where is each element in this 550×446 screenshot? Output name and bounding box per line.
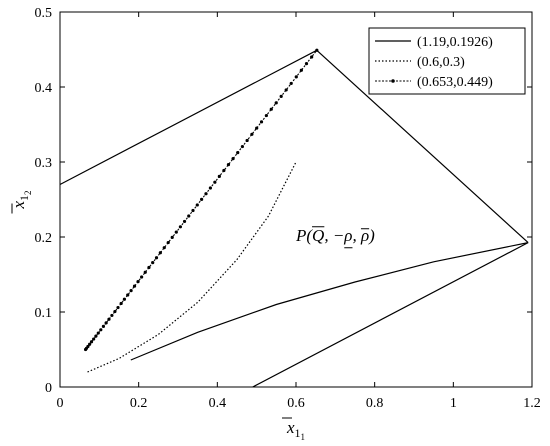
series-3-marker (195, 203, 199, 207)
series-3-marker (136, 279, 140, 284)
y-tick-label: 0.1 (35, 306, 53, 321)
series-3-marker (182, 219, 187, 224)
x-tick-label: 0 (57, 396, 64, 411)
series-3-marker (96, 331, 100, 335)
series-1-line (316, 49, 529, 244)
series-3-marker (264, 113, 268, 118)
series-3-marker (113, 309, 117, 314)
series-3-marker (204, 192, 208, 196)
axis-ticks: 0 0.2 0.4 0.6 0.8 1 1.2 0 0.1 0.2 0.3 0.4 0.5 (35, 6, 541, 411)
series-3-marker (119, 301, 123, 306)
series-3-marker (213, 180, 217, 184)
x-tick-label: 0.4 (209, 396, 227, 411)
y-tick-label: 0.5 (35, 6, 53, 21)
x-tick-label: 1.2 (523, 396, 541, 411)
series-3-marker (236, 151, 240, 155)
series-3-marker (304, 62, 309, 66)
series-3-marker (310, 55, 314, 59)
series-3-marker (89, 340, 94, 344)
series-3-marker (154, 256, 159, 260)
series-3-marker (222, 168, 226, 173)
y-tick-label: 0.3 (35, 156, 53, 171)
series-3-marker (132, 284, 137, 288)
series-3-marker (315, 48, 319, 52)
series-3-marker (289, 81, 293, 86)
series-3-marker (101, 324, 106, 328)
series-3-marker (217, 174, 221, 178)
series-3-marker (126, 293, 130, 297)
legend-entry: (0.653,0.449) (417, 75, 493, 90)
x-tick-label: 0.2 (130, 396, 148, 411)
series-3-marker (191, 208, 195, 213)
series-3-marker (200, 197, 204, 201)
x-tick-label: 0.8 (366, 396, 384, 411)
legend: (1.19,0.1926) (0.6,0.3) (0.653,0.449) (368, 27, 526, 95)
series-3-marker (279, 94, 283, 98)
y-tick-label: 0.4 (35, 81, 53, 96)
series-3-marker (245, 138, 249, 143)
series-3-marker (231, 157, 235, 161)
series-3-marker (94, 334, 98, 338)
series-3-marker (143, 270, 147, 274)
series-3-marker (92, 337, 96, 341)
series-3-marker (104, 321, 108, 325)
series-3-marker (99, 328, 103, 332)
series-1-line (130, 242, 529, 361)
annotation-text: P(Q, −ρ, ρ) (295, 226, 375, 245)
series-3-marker (140, 275, 144, 279)
series-3-marker (250, 132, 254, 136)
series-3-marker (226, 163, 231, 167)
series-3-marker (170, 235, 174, 239)
series-3-marker (116, 305, 120, 310)
series-3-marker (299, 68, 303, 72)
series-3-marker (86, 344, 90, 349)
legend-entry: (0.6,0.3) (417, 55, 465, 70)
x-tick-label: 0.6 (287, 396, 305, 411)
series-3-marker (166, 240, 170, 245)
series-3-marker (151, 261, 155, 265)
series-3-marker (174, 230, 178, 234)
series-3-marker (187, 214, 191, 218)
series-3-marker (269, 107, 273, 111)
y-tick-label: 0 (45, 381, 52, 396)
region-annotation: P(Q, −ρ, ρ) (295, 226, 375, 249)
y-tick-label: 0.2 (35, 231, 53, 246)
x-axis-label: x11 (286, 418, 305, 442)
series-2-line (87, 161, 297, 373)
series-3-marker (208, 186, 213, 190)
x-tick-label: 1 (450, 396, 457, 411)
series-3-marker (178, 225, 183, 229)
plot-lines (59, 48, 529, 388)
series-3-marker (88, 342, 92, 346)
series-3-marker (284, 88, 288, 92)
series-1-line (59, 49, 318, 186)
series-3-marker (110, 313, 114, 318)
y-axis-label: x12 (9, 190, 33, 209)
legend-entry: (1.19,0.1926) (417, 35, 493, 50)
series-3-marker (274, 101, 278, 105)
series-3-marker (122, 297, 126, 301)
series-3-marker (162, 246, 166, 250)
series-3-marker (158, 251, 162, 255)
series-3-marker (147, 265, 151, 270)
series-3-marker (255, 126, 259, 130)
series-3-marker (259, 120, 264, 124)
series-3-marker (240, 144, 245, 149)
legend-box (368, 27, 526, 95)
series-3-marker (107, 317, 111, 321)
series-3-marker (294, 75, 298, 79)
legend-marker (391, 79, 395, 83)
series-1-line (252, 242, 529, 388)
series-3-marker (129, 288, 133, 293)
